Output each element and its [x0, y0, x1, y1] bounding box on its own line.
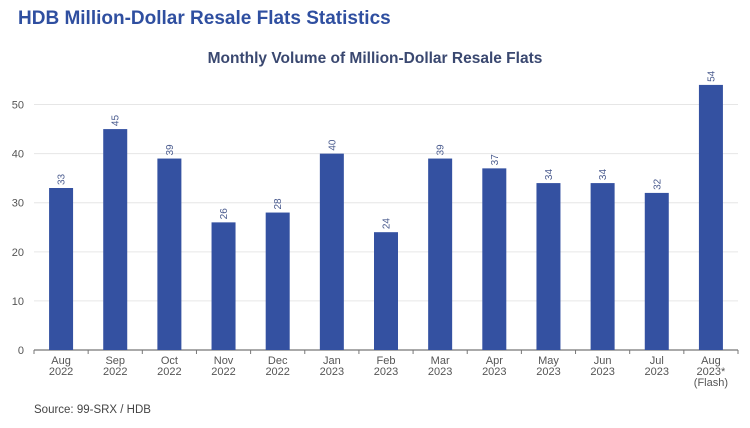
x-tick-label: Jan [323, 355, 341, 367]
bar [644, 192, 669, 350]
bar [49, 188, 74, 350]
x-tick-label: 2023* [697, 366, 726, 378]
bar [482, 168, 507, 350]
data-label: 26 [219, 208, 230, 220]
x-tick-label: 2023 [590, 366, 614, 378]
x-tick-label: 2022 [265, 366, 289, 378]
data-label: 34 [544, 169, 555, 181]
bar [265, 212, 290, 350]
x-tick-label: Aug [701, 355, 721, 367]
x-tick-label: Nov [214, 355, 234, 367]
x-tick-label: 2023 [482, 366, 506, 378]
y-tick-label: 30 [12, 198, 24, 210]
x-tick-label: 2023 [536, 366, 560, 378]
x-tick-label: Jul [650, 355, 664, 367]
y-tick-label: 10 [12, 296, 24, 308]
x-tick-label: 2022 [103, 366, 127, 378]
y-tick-label: 0 [18, 345, 24, 357]
bar [590, 183, 615, 350]
bar [319, 153, 344, 350]
bar [374, 232, 398, 350]
bar [698, 84, 723, 350]
x-tick-label: 2022 [157, 366, 181, 378]
bar [536, 183, 561, 350]
bar [428, 158, 453, 350]
bar [103, 129, 128, 350]
data-label: 37 [490, 154, 501, 166]
x-tick-label: 2023 [645, 366, 669, 378]
source-note: Source: 99-SRX / HDB [34, 404, 151, 416]
bar [157, 158, 182, 350]
x-tick-label: Feb [377, 355, 396, 367]
y-tick-label: 50 [12, 100, 24, 112]
data-label: 24 [382, 218, 393, 230]
x-tick-label: Mar [431, 355, 450, 367]
x-tick-label: 2022 [49, 366, 73, 378]
x-tick-label: 2023 [374, 366, 398, 378]
chart-title: Monthly Volume of Million-Dollar Resale … [207, 50, 543, 67]
data-label: 34 [598, 169, 609, 181]
page-heading: HDB Million-Dollar Resale Flats Statisti… [18, 8, 391, 29]
data-label: 40 [327, 139, 338, 151]
data-label: 28 [273, 198, 284, 210]
y-tick-label: 40 [12, 149, 24, 161]
data-label: 45 [111, 115, 122, 127]
data-label: 32 [652, 178, 663, 190]
x-tick-label: 2023 [428, 366, 452, 378]
x-tick-label: 2022 [211, 366, 235, 378]
data-label: 39 [165, 144, 176, 156]
y-tick-label: 20 [12, 247, 24, 259]
data-label: 54 [706, 70, 717, 82]
x-tick-label: (Flash) [694, 377, 728, 389]
x-tick-label: 2023 [320, 366, 344, 378]
x-tick-label: Aug [51, 355, 71, 367]
x-tick-label: Jun [594, 355, 612, 367]
data-label: 39 [436, 144, 447, 156]
bar [211, 222, 236, 350]
x-tick-label: Oct [161, 355, 178, 367]
x-tick-label: Apr [486, 355, 503, 367]
x-tick-label: May [538, 355, 559, 367]
x-tick-label: Dec [268, 355, 288, 367]
data-label: 33 [57, 173, 68, 185]
x-tick-label: Sep [105, 355, 125, 367]
